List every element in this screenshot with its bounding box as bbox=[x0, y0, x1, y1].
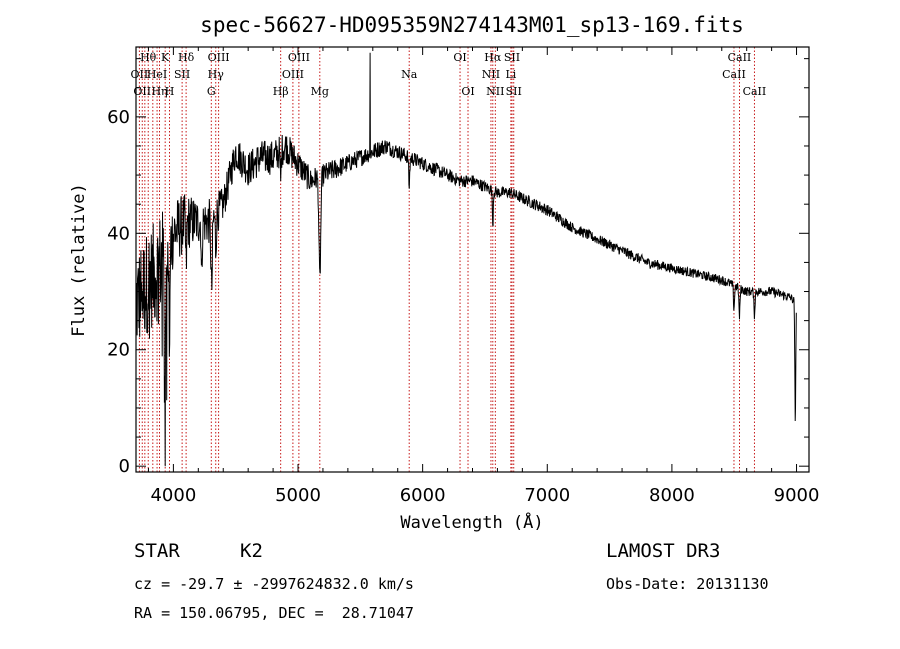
line-marker-label: CaII bbox=[722, 68, 746, 81]
line-marker-label: Hβ bbox=[273, 85, 289, 98]
line-marker-label: Hα bbox=[484, 51, 502, 64]
coordinates: RA = 150.06795, DEC = 28.71047 bbox=[134, 604, 414, 622]
x-axis-ticks: 4000 5000 6000 7000 8000 9000 bbox=[147, 47, 820, 506]
chart-title: spec-56627-HD095359N274143M01_sp13-169.f… bbox=[200, 13, 744, 37]
line-marker-label: G bbox=[207, 85, 216, 98]
line-marker-label: Hθ bbox=[140, 51, 157, 64]
obs-date: Obs-Date: 20131130 bbox=[606, 575, 769, 593]
line-marker-label: HeI bbox=[147, 68, 167, 81]
line-marker-label: OI bbox=[461, 85, 474, 98]
line-marker-label: H bbox=[165, 85, 175, 98]
line-marker-label: OIII bbox=[282, 68, 304, 81]
line-marker-label: Hδ bbox=[178, 51, 195, 64]
line-marker-label: SII bbox=[504, 51, 520, 64]
y-tick-label: 60 bbox=[107, 107, 130, 128]
x-tick-label: 4000 bbox=[150, 485, 196, 506]
line-marker-label: NII bbox=[486, 85, 504, 98]
x-tick-label: 5000 bbox=[275, 485, 321, 506]
line-marker-label: OIII bbox=[208, 51, 230, 64]
plot-frame bbox=[135, 46, 810, 473]
line-markers bbox=[138, 47, 755, 472]
line-marker-label: Li bbox=[505, 68, 516, 81]
line-marker-label: K bbox=[161, 51, 170, 64]
line-marker-label: OII bbox=[131, 68, 149, 81]
y-axis-ticks: 0 20 40 60 bbox=[107, 58, 809, 477]
line-marker-label: CaII bbox=[743, 85, 767, 98]
line-marker-label: Na bbox=[401, 68, 418, 81]
survey-name: LAMOST DR3 bbox=[606, 540, 721, 562]
line-marker-label: NII bbox=[482, 68, 500, 81]
y-axis-label: Flux (relative) bbox=[69, 183, 89, 337]
line-marker-label: SII bbox=[174, 68, 190, 81]
line-marker-label: Mg bbox=[311, 85, 329, 98]
object-subclass: K2 bbox=[240, 540, 263, 562]
x-tick-label: 7000 bbox=[524, 485, 570, 506]
y-tick-label: 20 bbox=[107, 340, 130, 361]
x-tick-label: 6000 bbox=[400, 485, 446, 506]
x-tick-label: 9000 bbox=[774, 485, 820, 506]
line-marker-labels: OIIOIIHθHeIHηKHSIIHδGHγOIIIHβOIIIOIIIMgN… bbox=[131, 51, 767, 98]
x-tick-label: 8000 bbox=[649, 485, 695, 506]
line-marker-label: OIII bbox=[288, 51, 310, 64]
line-marker-label: Hγ bbox=[208, 68, 225, 81]
redshift-velocity: cz = -29.7 ± -2997624832.0 km/s bbox=[134, 575, 414, 593]
y-tick-label: 0 bbox=[119, 456, 130, 477]
line-marker-label: OI bbox=[453, 51, 466, 64]
line-marker-label: SII bbox=[506, 85, 522, 98]
x-axis-label: Wavelength (Å) bbox=[400, 511, 543, 533]
object-class: STAR bbox=[134, 540, 180, 562]
spectrum-plot: spec-56627-HD095359N274143M01_sp13-169.f… bbox=[69, 13, 820, 533]
line-marker-label: Hη bbox=[151, 85, 167, 98]
spectrum-line bbox=[135, 52, 797, 467]
line-marker-label: CaII bbox=[728, 51, 752, 64]
y-tick-label: 40 bbox=[107, 223, 130, 244]
